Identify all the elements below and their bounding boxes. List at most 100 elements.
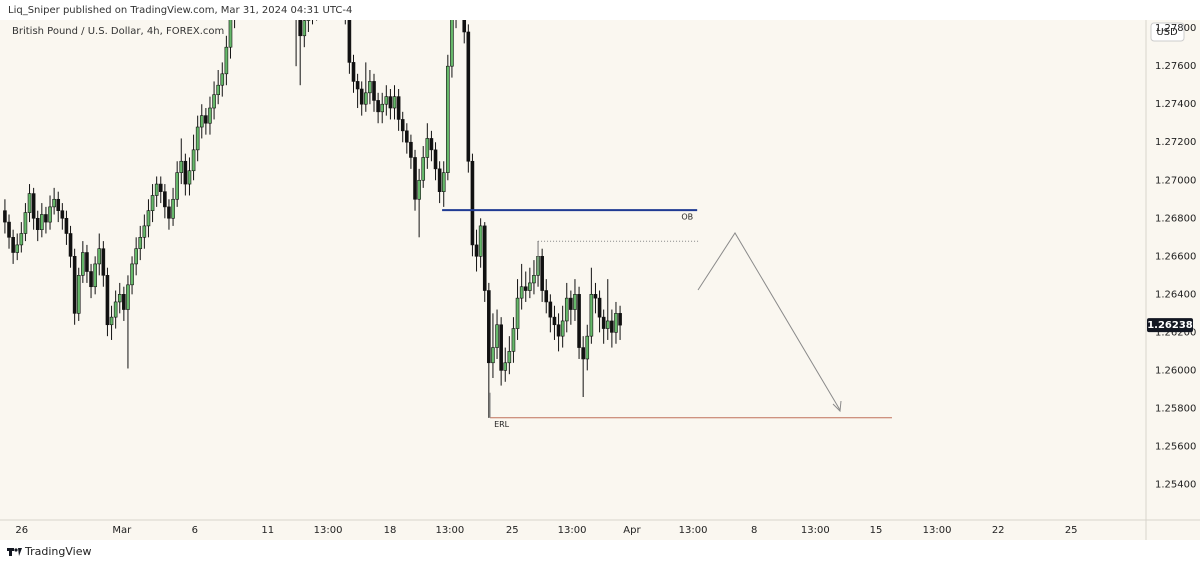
price-label: 1.26238 bbox=[1147, 320, 1193, 331]
candle-body bbox=[89, 271, 93, 288]
candle-body bbox=[417, 179, 421, 200]
candle-body bbox=[560, 320, 565, 337]
candle-body bbox=[482, 225, 487, 291]
candle-body bbox=[519, 286, 524, 299]
y-tick-label: 1.25400 bbox=[1155, 479, 1196, 490]
candle-body bbox=[569, 297, 573, 310]
candle-body bbox=[359, 88, 364, 105]
candle-body bbox=[163, 191, 167, 208]
candle-body bbox=[351, 62, 356, 82]
candle-body bbox=[101, 248, 106, 276]
candle-body bbox=[364, 92, 368, 105]
x-tick-label: 6 bbox=[192, 525, 198, 536]
candle-body bbox=[413, 157, 417, 200]
candle-body bbox=[19, 233, 24, 246]
candle-body bbox=[376, 100, 380, 113]
candle-body bbox=[470, 160, 475, 246]
candle-body bbox=[212, 94, 216, 109]
candle-body bbox=[175, 172, 179, 200]
y-tick-label: 1.26000 bbox=[1155, 365, 1196, 376]
candle-body bbox=[40, 214, 44, 230]
candle-body bbox=[302, 20, 307, 37]
candle-body bbox=[179, 160, 184, 173]
candle-body bbox=[433, 149, 438, 170]
candle-body bbox=[64, 217, 69, 234]
candle-body bbox=[187, 170, 192, 185]
candle-body bbox=[400, 119, 405, 132]
candle-body bbox=[495, 324, 499, 348]
price-label-box bbox=[1147, 318, 1193, 333]
candle-body bbox=[450, 20, 454, 67]
candle-body bbox=[515, 297, 520, 329]
candle-body bbox=[605, 320, 610, 329]
candle-body bbox=[585, 335, 590, 360]
candle-body bbox=[593, 294, 598, 299]
candle-body bbox=[396, 96, 401, 120]
y-tick-label: 1.27600 bbox=[1155, 61, 1196, 72]
candle-body bbox=[142, 225, 147, 238]
candle-body bbox=[191, 149, 196, 172]
x-tick-label: Apr bbox=[623, 525, 641, 536]
candle-body bbox=[216, 84, 220, 96]
candle-body bbox=[154, 183, 159, 196]
candle-body bbox=[60, 210, 65, 219]
currency-box[interactable] bbox=[1150, 22, 1185, 42]
candle-body bbox=[507, 351, 512, 364]
header-text: Liq_Sniper published on TradingView.com,… bbox=[8, 5, 352, 16]
footer-bar bbox=[0, 540, 1200, 565]
x-tick-label: 26 bbox=[15, 525, 28, 536]
candle-body bbox=[220, 73, 225, 86]
candle-body bbox=[171, 198, 175, 219]
candle-body bbox=[208, 107, 212, 124]
candle-body bbox=[199, 115, 204, 128]
x-tick-label: Mar bbox=[112, 525, 132, 536]
candle-body bbox=[478, 225, 483, 257]
x-tick-label: 13:00 bbox=[435, 525, 464, 536]
drawing-zigzag bbox=[697, 232, 842, 413]
candle-body bbox=[44, 214, 48, 223]
candle-body bbox=[614, 313, 618, 333]
x-tick-label: 13:00 bbox=[679, 525, 708, 536]
candle-body bbox=[392, 96, 397, 109]
candle-body bbox=[618, 313, 622, 326]
candle-body bbox=[23, 212, 28, 234]
candle-body bbox=[158, 183, 163, 192]
header-bar bbox=[0, 0, 1200, 20]
candle-body bbox=[117, 294, 122, 303]
candle-body bbox=[491, 347, 495, 364]
brand-logo bbox=[7, 548, 22, 556]
level-label: ERL bbox=[494, 420, 510, 429]
candle-body bbox=[368, 81, 372, 94]
candle-body bbox=[146, 210, 151, 227]
x-tick-label: 13:00 bbox=[923, 525, 952, 536]
currency-label[interactable]: USD bbox=[1156, 27, 1178, 38]
chart-background bbox=[0, 20, 1200, 540]
candle-body bbox=[556, 324, 561, 337]
x-tick-label: 13:00 bbox=[801, 525, 830, 536]
candle-body bbox=[134, 248, 138, 265]
candle-body bbox=[425, 138, 430, 158]
x-tick-label: 8 bbox=[751, 525, 757, 536]
candle-body bbox=[573, 294, 577, 310]
candle-body bbox=[466, 31, 471, 162]
candle-body bbox=[27, 193, 32, 213]
candle-body bbox=[548, 301, 553, 318]
candle-body bbox=[532, 275, 536, 284]
candle-body bbox=[523, 286, 528, 291]
candle-body bbox=[429, 138, 434, 151]
candle-body bbox=[380, 103, 385, 113]
candle-body bbox=[31, 193, 36, 219]
candle-body bbox=[544, 290, 549, 303]
candle-body bbox=[122, 294, 126, 310]
candle-body bbox=[421, 157, 426, 181]
candle-body bbox=[35, 217, 40, 230]
candle-body bbox=[109, 316, 114, 326]
candle-body bbox=[405, 130, 409, 143]
candle-body bbox=[474, 244, 479, 257]
candle-body bbox=[52, 198, 56, 208]
candle-body bbox=[56, 198, 61, 211]
candle-body bbox=[7, 221, 11, 238]
candle-body bbox=[511, 328, 516, 352]
candle-body bbox=[97, 248, 102, 265]
y-tick-label: 1.27000 bbox=[1155, 175, 1196, 186]
